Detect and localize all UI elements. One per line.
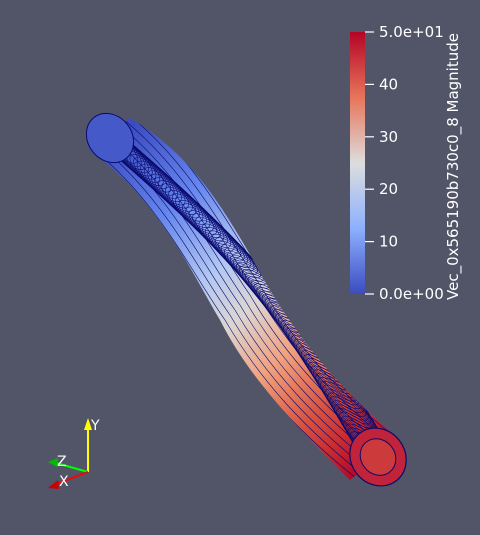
color-bar-tick-label: 30 [379,128,398,146]
color-bar-gradient [350,32,365,294]
color-bar-ticks: 5.0e+01 40 30 20 10 0.0e+00 [365,23,444,303]
z-axis-arrow-icon [48,458,58,467]
y-axis-arrow-icon [84,418,92,430]
tube-open-end-inner [359,438,397,476]
y-axis-label: Y [90,418,100,434]
color-bar-tick-label: 20 [379,180,398,198]
orientation-axes[interactable]: Y Z X [48,418,100,490]
z-axis-line [55,462,89,473]
color-bar-tick-label: 10 [379,233,398,251]
x-axis-line [55,471,89,485]
color-bar-tick-label: 5.0e+01 [379,23,444,41]
color-bar-tick-label: 40 [379,75,398,93]
x-axis-label: X [59,474,69,490]
z-axis-label: Z [57,454,67,470]
color-bar: 5.0e+01 40 30 20 10 0.0e+00 Vec_0x565190b730c… [350,23,463,303]
tube-mesh[interactable] [70,98,418,497]
color-bar-title: Vec_0x565190b730c0_8 Magnitude [444,33,463,300]
color-bar-tick-label: 0.0e+00 [379,285,444,303]
tube-end-cap-far [85,112,135,164]
x-axis-arrow-icon [48,480,59,489]
